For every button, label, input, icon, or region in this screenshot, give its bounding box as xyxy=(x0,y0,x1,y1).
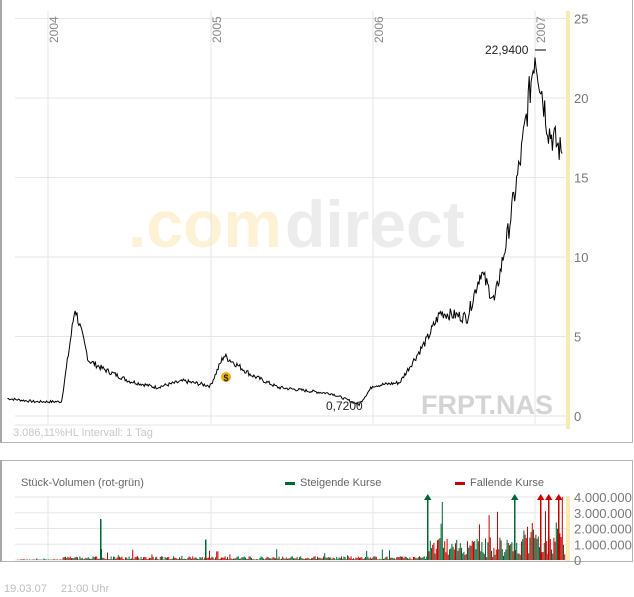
price-grid xyxy=(15,11,566,426)
price-line xyxy=(7,57,563,407)
y-tick-label: 0 xyxy=(574,409,581,424)
volume-tick-label: 3.000.000 xyxy=(574,506,632,521)
high-label: 22,9400 xyxy=(485,43,529,57)
price-chart: .com direct FRPT.NAS 0 5 10 15 20 25 2004 2005… xyxy=(7,11,588,439)
low-label: 0,7200 xyxy=(326,399,363,413)
footer-time: 21:00 Uhr xyxy=(60,583,110,595)
year-tick-label: 2004 xyxy=(47,16,61,43)
legend-up-label: Steigende Kurse xyxy=(300,477,381,489)
y-tick-label: 20 xyxy=(574,91,588,106)
volume-tick-label: 2.000.000 xyxy=(574,522,632,537)
year-tick-label: 2005 xyxy=(210,16,224,43)
y-tick-label: 10 xyxy=(574,250,588,265)
price-chart-frame xyxy=(0,0,633,443)
dividend-event-marker[interactable]: $ xyxy=(221,372,231,383)
volume-title: Stück-Volumen (rot-grün) xyxy=(21,477,144,489)
legend-down-label: Fallende Kurse xyxy=(470,477,544,489)
year-tick-label: 2006 xyxy=(372,16,386,43)
info-text: 3.086,11%HL Intervall: 1 Tag xyxy=(13,427,153,439)
x-axis-year-labels: 2004 2005 2006 2007 xyxy=(47,16,548,43)
volume-highlight-band xyxy=(566,496,570,561)
y-tick-label: 15 xyxy=(574,171,588,186)
y-tick-label: 5 xyxy=(574,330,581,345)
volume-bars xyxy=(17,494,566,560)
y-axis-labels: 0 5 10 15 20 25 xyxy=(574,12,588,425)
ticker-watermark: FRPT.NAS xyxy=(421,390,553,420)
dollar-event-icon[interactable] xyxy=(221,372,231,382)
highlight-band xyxy=(566,11,570,429)
year-tick-label: 2007 xyxy=(534,16,548,43)
watermark-com: .com xyxy=(128,187,282,261)
watermark-direct: direct xyxy=(285,187,465,261)
legend-up-swatch xyxy=(285,482,295,485)
svg-text:$: $ xyxy=(223,373,228,383)
volume-grid xyxy=(15,496,566,561)
y-tick-label: 25 xyxy=(574,12,588,27)
timestamp-footer: 19.03.07 21:00 Uhr xyxy=(4,583,123,595)
volume-tick-label: 0 xyxy=(574,553,581,568)
volume-tick-label: 4.000.000 xyxy=(574,490,632,505)
volume-tick-label: 1.000.000 xyxy=(574,537,632,552)
legend-down-swatch xyxy=(455,482,465,485)
footer-date: 19.03.07 xyxy=(4,583,47,595)
